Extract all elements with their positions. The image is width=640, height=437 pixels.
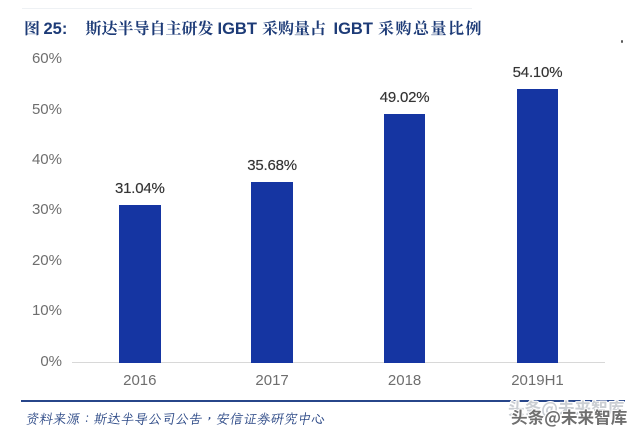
svg-text:25:: 25: <box>43 20 67 38</box>
svg-text:IGBT: IGBT <box>217 20 256 38</box>
svg-text:IGBT: IGBT <box>333 20 372 38</box>
